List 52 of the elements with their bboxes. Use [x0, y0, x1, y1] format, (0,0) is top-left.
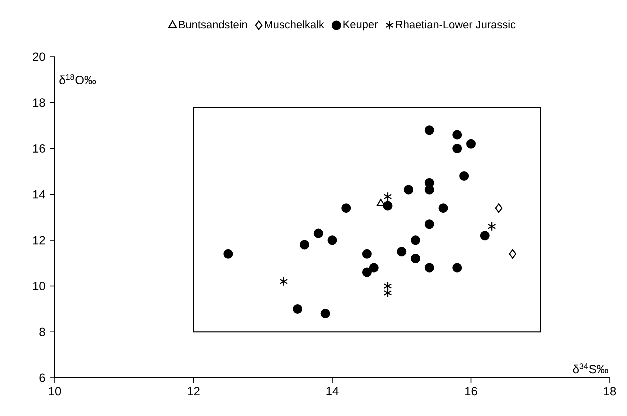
- point: [509, 249, 517, 259]
- point: [362, 249, 372, 259]
- point: [280, 276, 288, 286]
- point: [320, 309, 330, 319]
- point: [383, 201, 393, 211]
- legend-label: Buntsandstein: [179, 20, 248, 29]
- point: [452, 130, 462, 140]
- x-tick-label: 16: [466, 387, 478, 396]
- point: [452, 144, 462, 154]
- point: [384, 288, 392, 298]
- point: [460, 171, 470, 181]
- y-tick-label: 12: [33, 236, 46, 245]
- y-tick-label: 8: [40, 328, 46, 336]
- point: [411, 236, 421, 246]
- legend-label: Muschelkalk: [265, 20, 324, 29]
- x-tick-label: 14: [326, 387, 339, 396]
- point: [369, 263, 379, 273]
- point: [438, 204, 448, 214]
- point: [384, 192, 392, 202]
- point: [466, 139, 476, 149]
- x-axis-title: δ$^{34}$S‰: [573, 364, 608, 374]
- y-tick-label: 10: [33, 282, 46, 291]
- point: [424, 220, 434, 230]
- point: [424, 185, 434, 195]
- y-tick-label: 6: [40, 374, 46, 382]
- x-tick-label: 12: [188, 387, 200, 396]
- y-tick-label: 16: [33, 144, 46, 153]
- x-tick-label: 18: [604, 387, 616, 396]
- point: [328, 236, 338, 246]
- point: [411, 254, 421, 264]
- legend-label: Rhaetian-Lower Jurassic: [396, 20, 516, 29]
- point: [495, 204, 503, 214]
- point: [384, 282, 392, 292]
- y-axis-title: δ$^{18}$O‰: [60, 74, 96, 84]
- legend-label: Keuper: [344, 20, 378, 31]
- point: [424, 263, 434, 273]
- point: [300, 240, 310, 250]
- point: [488, 222, 496, 232]
- point: [404, 185, 414, 195]
- point: [452, 263, 462, 273]
- point: [342, 204, 352, 214]
- y-tick-label: 20: [33, 52, 46, 62]
- point: [293, 304, 303, 314]
- y-tick-label: 18: [33, 98, 46, 108]
- point: [397, 247, 407, 257]
- y-tick-label: 14: [33, 190, 46, 199]
- point: [314, 228, 324, 238]
- point: [224, 249, 234, 259]
- x-tick-label: 10: [49, 387, 62, 396]
- point: [424, 126, 434, 136]
- point: [480, 231, 490, 241]
- point: [362, 268, 372, 278]
